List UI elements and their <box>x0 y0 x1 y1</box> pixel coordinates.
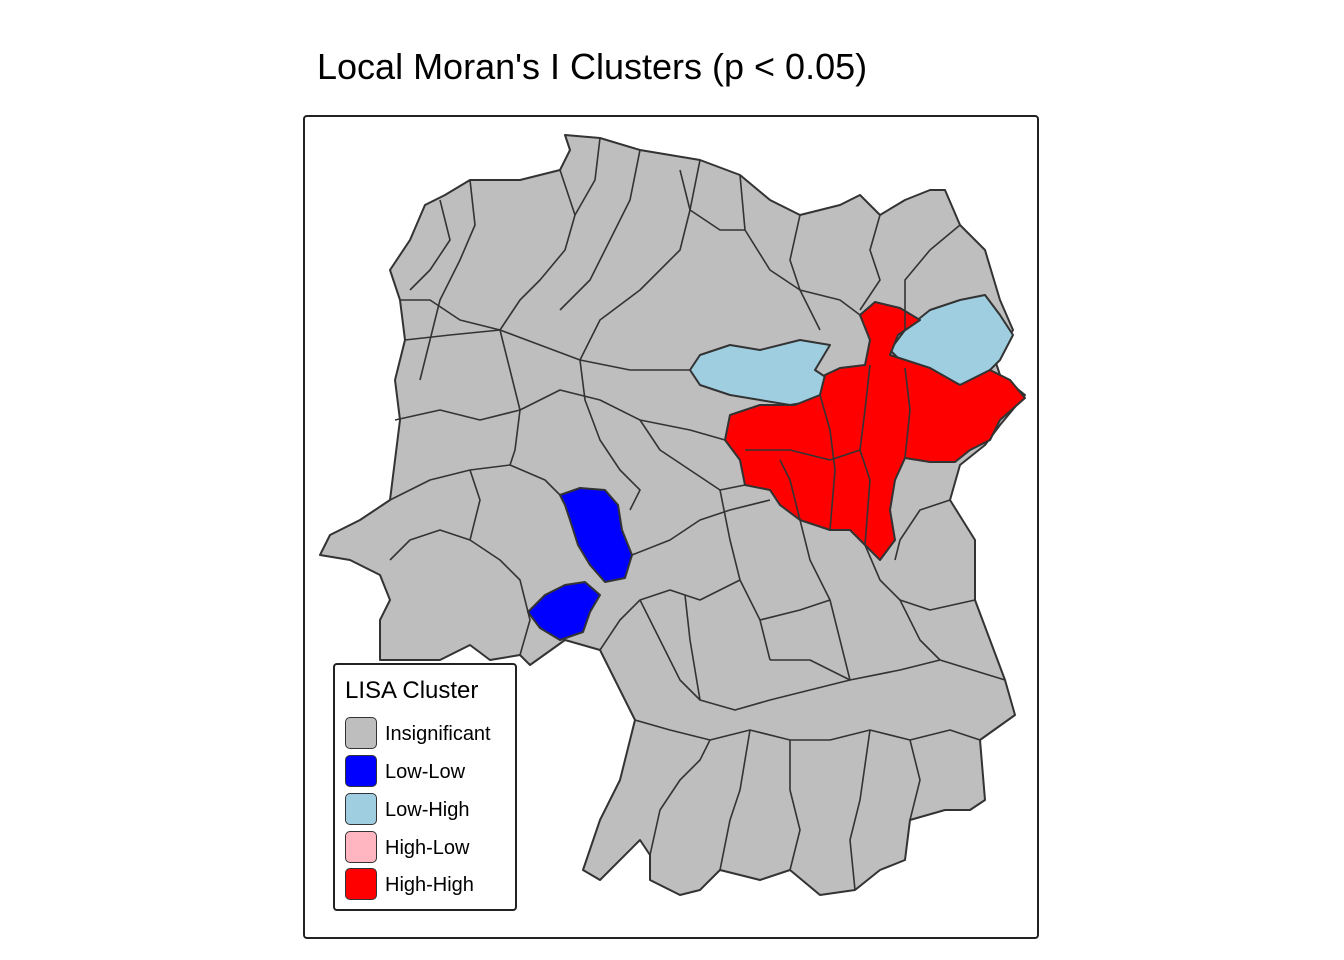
legend-label: Insignificant <box>385 723 491 745</box>
legend-item-low-high: Low-High <box>345 793 515 825</box>
region-low-low-north[interactable] <box>559 487 633 583</box>
legend-label: High-Low <box>385 837 470 859</box>
legend-item-high-low: High-Low <box>345 831 515 863</box>
map-title: Local Moran's I Clusters (p < 0.05) <box>317 46 868 87</box>
region-low-low-south[interactable] <box>527 581 601 641</box>
legend-swatch <box>345 831 377 863</box>
legend-label: Low-High <box>385 799 470 821</box>
legend-swatch <box>345 717 377 749</box>
legend-item-insignificant: Insignificant <box>345 717 515 749</box>
region-insignificant[interactable] <box>319 134 1026 896</box>
legend-title: LISA Cluster <box>345 677 479 704</box>
legend-swatch <box>345 755 377 787</box>
legend-label: Low-Low <box>385 761 466 783</box>
map-frame <box>303 115 1039 939</box>
legend: LISA Cluster Insignificant Low-Low Low-H… <box>333 663 517 911</box>
legend-item-high-high: High-High <box>345 868 515 900</box>
high-high-outline <box>724 301 1026 561</box>
legend-label: High-High <box>385 874 474 896</box>
county-borders <box>389 137 1006 891</box>
legend-swatch <box>345 793 377 825</box>
legend-item-low-low: Low-Low <box>345 755 515 787</box>
legend-swatch <box>345 868 377 900</box>
